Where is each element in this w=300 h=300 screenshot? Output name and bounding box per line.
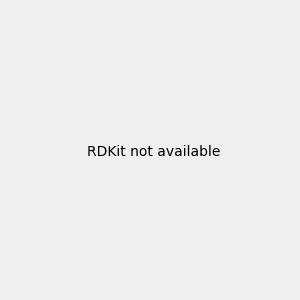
Text: RDKit not available: RDKit not available [87,145,220,158]
